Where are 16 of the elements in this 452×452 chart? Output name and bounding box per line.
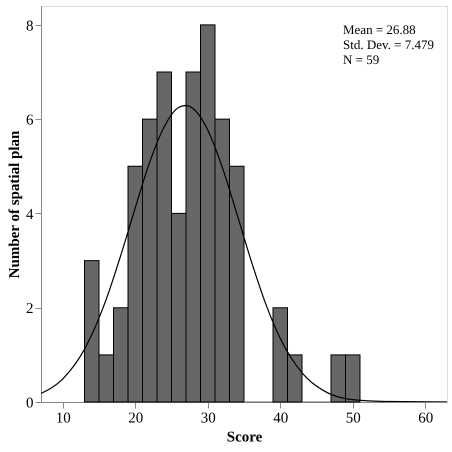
x-tick-label: 60: [418, 410, 434, 426]
x-tick-label: 30: [200, 410, 216, 426]
annotation: Mean = 26.88: [343, 22, 416, 37]
y-tick-label: 4: [26, 206, 34, 223]
y-tick-label: 8: [26, 18, 34, 34]
annotation: Std. Dev. = 7.479: [343, 37, 434, 52]
x-tick-label: 50: [346, 410, 361, 426]
y-tick-label: 6: [26, 112, 34, 129]
y-tick-label: 2: [26, 301, 34, 318]
x-tick-label: 10: [56, 410, 71, 426]
annotation: N = 59: [343, 52, 380, 67]
y-axis-title: Number of spatial plan: [7, 130, 23, 278]
x-axis-title: Score: [226, 430, 263, 446]
y-tick-label: 0: [26, 396, 34, 412]
x-tick-label: 40: [273, 410, 288, 426]
x-tick-label: 20: [128, 410, 144, 426]
